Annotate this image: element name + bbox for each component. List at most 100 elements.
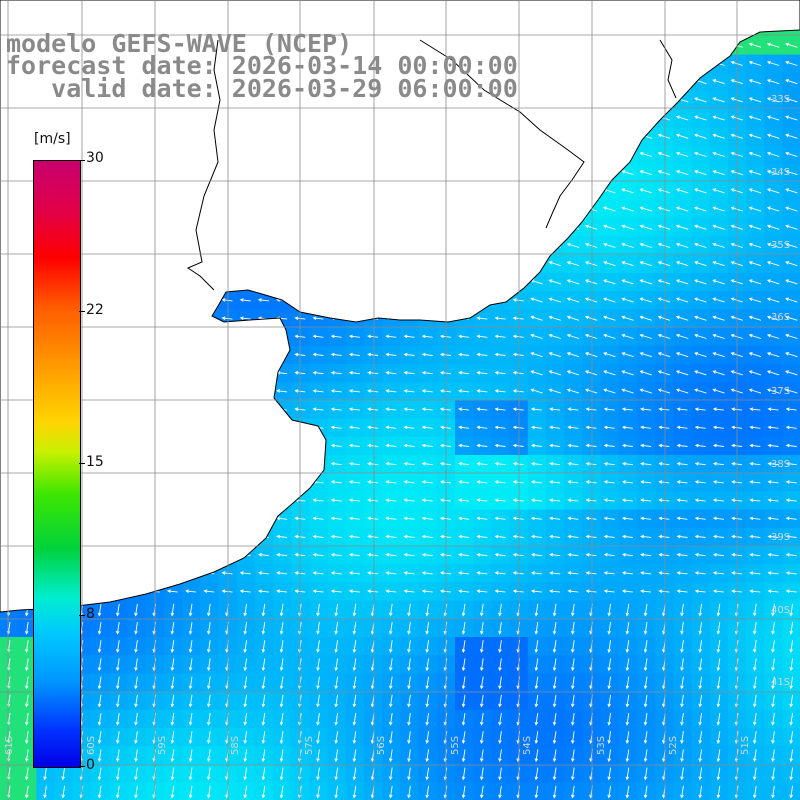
wind-arrow [716, 676, 721, 690]
wind-arrow [476, 498, 488, 502]
wind-arrow [170, 658, 175, 672]
wind-arrow [458, 571, 470, 575]
wind-arrow [675, 242, 689, 248]
wind-arrow [640, 461, 652, 466]
wind-arrow [385, 334, 397, 339]
wind-arrow [352, 785, 357, 799]
wind-arrow [276, 589, 288, 593]
wind-arrow [566, 388, 580, 394]
wind-arrow [658, 498, 670, 502]
wind-arrow [785, 552, 797, 557]
wind-arrow [712, 333, 725, 339]
wind-arrow [530, 589, 542, 593]
wind-arrow [316, 785, 320, 799]
wind-arrow [479, 658, 484, 672]
wind-arrow [479, 767, 484, 781]
wind-arrow [621, 315, 634, 321]
wind-arrow [785, 498, 797, 502]
wind-arrow [570, 712, 575, 726]
wind-arrow [585, 552, 597, 557]
wind-arrow [403, 589, 415, 593]
wind-arrow [767, 407, 779, 411]
wind-arrow [621, 480, 633, 484]
wind-arrow [221, 298, 233, 302]
lon-label: 61S [4, 736, 15, 755]
wind-arrow [570, 621, 575, 635]
wind-arrow [352, 694, 357, 708]
wind-arrow [115, 785, 120, 799]
wind-arrow [625, 785, 630, 799]
wind-arrow [752, 676, 757, 690]
wind-arrow [640, 552, 652, 557]
wind-arrow [385, 552, 397, 557]
wind-arrow [749, 571, 761, 575]
wind-arrow [334, 712, 339, 726]
wind-arrow [385, 534, 397, 539]
wind-arrow [352, 621, 357, 635]
wind-arrow [476, 589, 488, 593]
wind-arrow [694, 188, 707, 194]
wind-arrow [534, 712, 539, 726]
wind-arrow [170, 603, 175, 617]
wind-arrow [639, 315, 652, 321]
wind-arrow [316, 621, 320, 635]
wind-arrow [785, 170, 798, 176]
wind-arrow [767, 461, 779, 466]
wind-arrow [385, 480, 397, 484]
wind-arrow [261, 676, 266, 690]
wind-arrow [767, 443, 779, 448]
wind-arrow [566, 297, 580, 303]
wind-arrow [403, 498, 415, 502]
wind-arrow [279, 603, 284, 617]
wind-arrow [749, 425, 761, 430]
wind-arrow [385, 407, 397, 411]
wind-arrow [766, 370, 780, 376]
wind-arrow [239, 571, 251, 575]
wind-arrow [479, 694, 484, 708]
wind-arrow [206, 694, 211, 708]
wind-arrow [530, 571, 542, 575]
wind-arrow [385, 498, 397, 502]
wind-arrow [458, 516, 470, 521]
colorbar-tickmark [79, 766, 85, 767]
wind-arrow [789, 621, 794, 635]
wind-arrow [566, 242, 580, 248]
wind-arrow [607, 712, 612, 726]
lat-label: 34S [771, 167, 790, 178]
wind-arrow [330, 389, 342, 393]
wind-arrow [243, 785, 248, 799]
wind-arrow [603, 552, 615, 557]
wind-arrow [407, 658, 411, 672]
wind-arrow [748, 388, 762, 394]
wind-arrow [388, 640, 393, 653]
wind-arrow [552, 749, 557, 763]
wind-arrow [334, 767, 339, 781]
wind-arrow [425, 694, 430, 708]
wind-arrow [352, 676, 357, 690]
wind-arrow [680, 694, 684, 708]
wind-arrow [676, 461, 688, 466]
wind-arrow [694, 425, 706, 430]
wind-arrow [657, 133, 671, 139]
wind-arrow [403, 389, 415, 393]
wind-arrow [570, 676, 575, 690]
wind-arrow [549, 552, 561, 557]
wind-arrow [766, 315, 780, 321]
wind-arrow [676, 571, 688, 575]
wind-arrow [534, 694, 539, 708]
wind-arrow [585, 589, 597, 593]
wind-arrow [367, 552, 379, 557]
colorbar-tick-label: 8 [86, 606, 95, 622]
wind-arrow [643, 640, 648, 653]
wind-arrow [675, 388, 689, 394]
wind-arrow [476, 316, 488, 320]
wind-arrow [603, 388, 616, 394]
wind-arrow [498, 694, 502, 708]
wind-arrow [694, 388, 707, 394]
wind-arrow [206, 749, 211, 763]
wind-arrow [621, 571, 633, 575]
lon-label: 53S [596, 736, 607, 755]
wind-arrow [712, 79, 725, 85]
wind-arrow [785, 42, 798, 48]
wind-arrow [621, 534, 633, 539]
